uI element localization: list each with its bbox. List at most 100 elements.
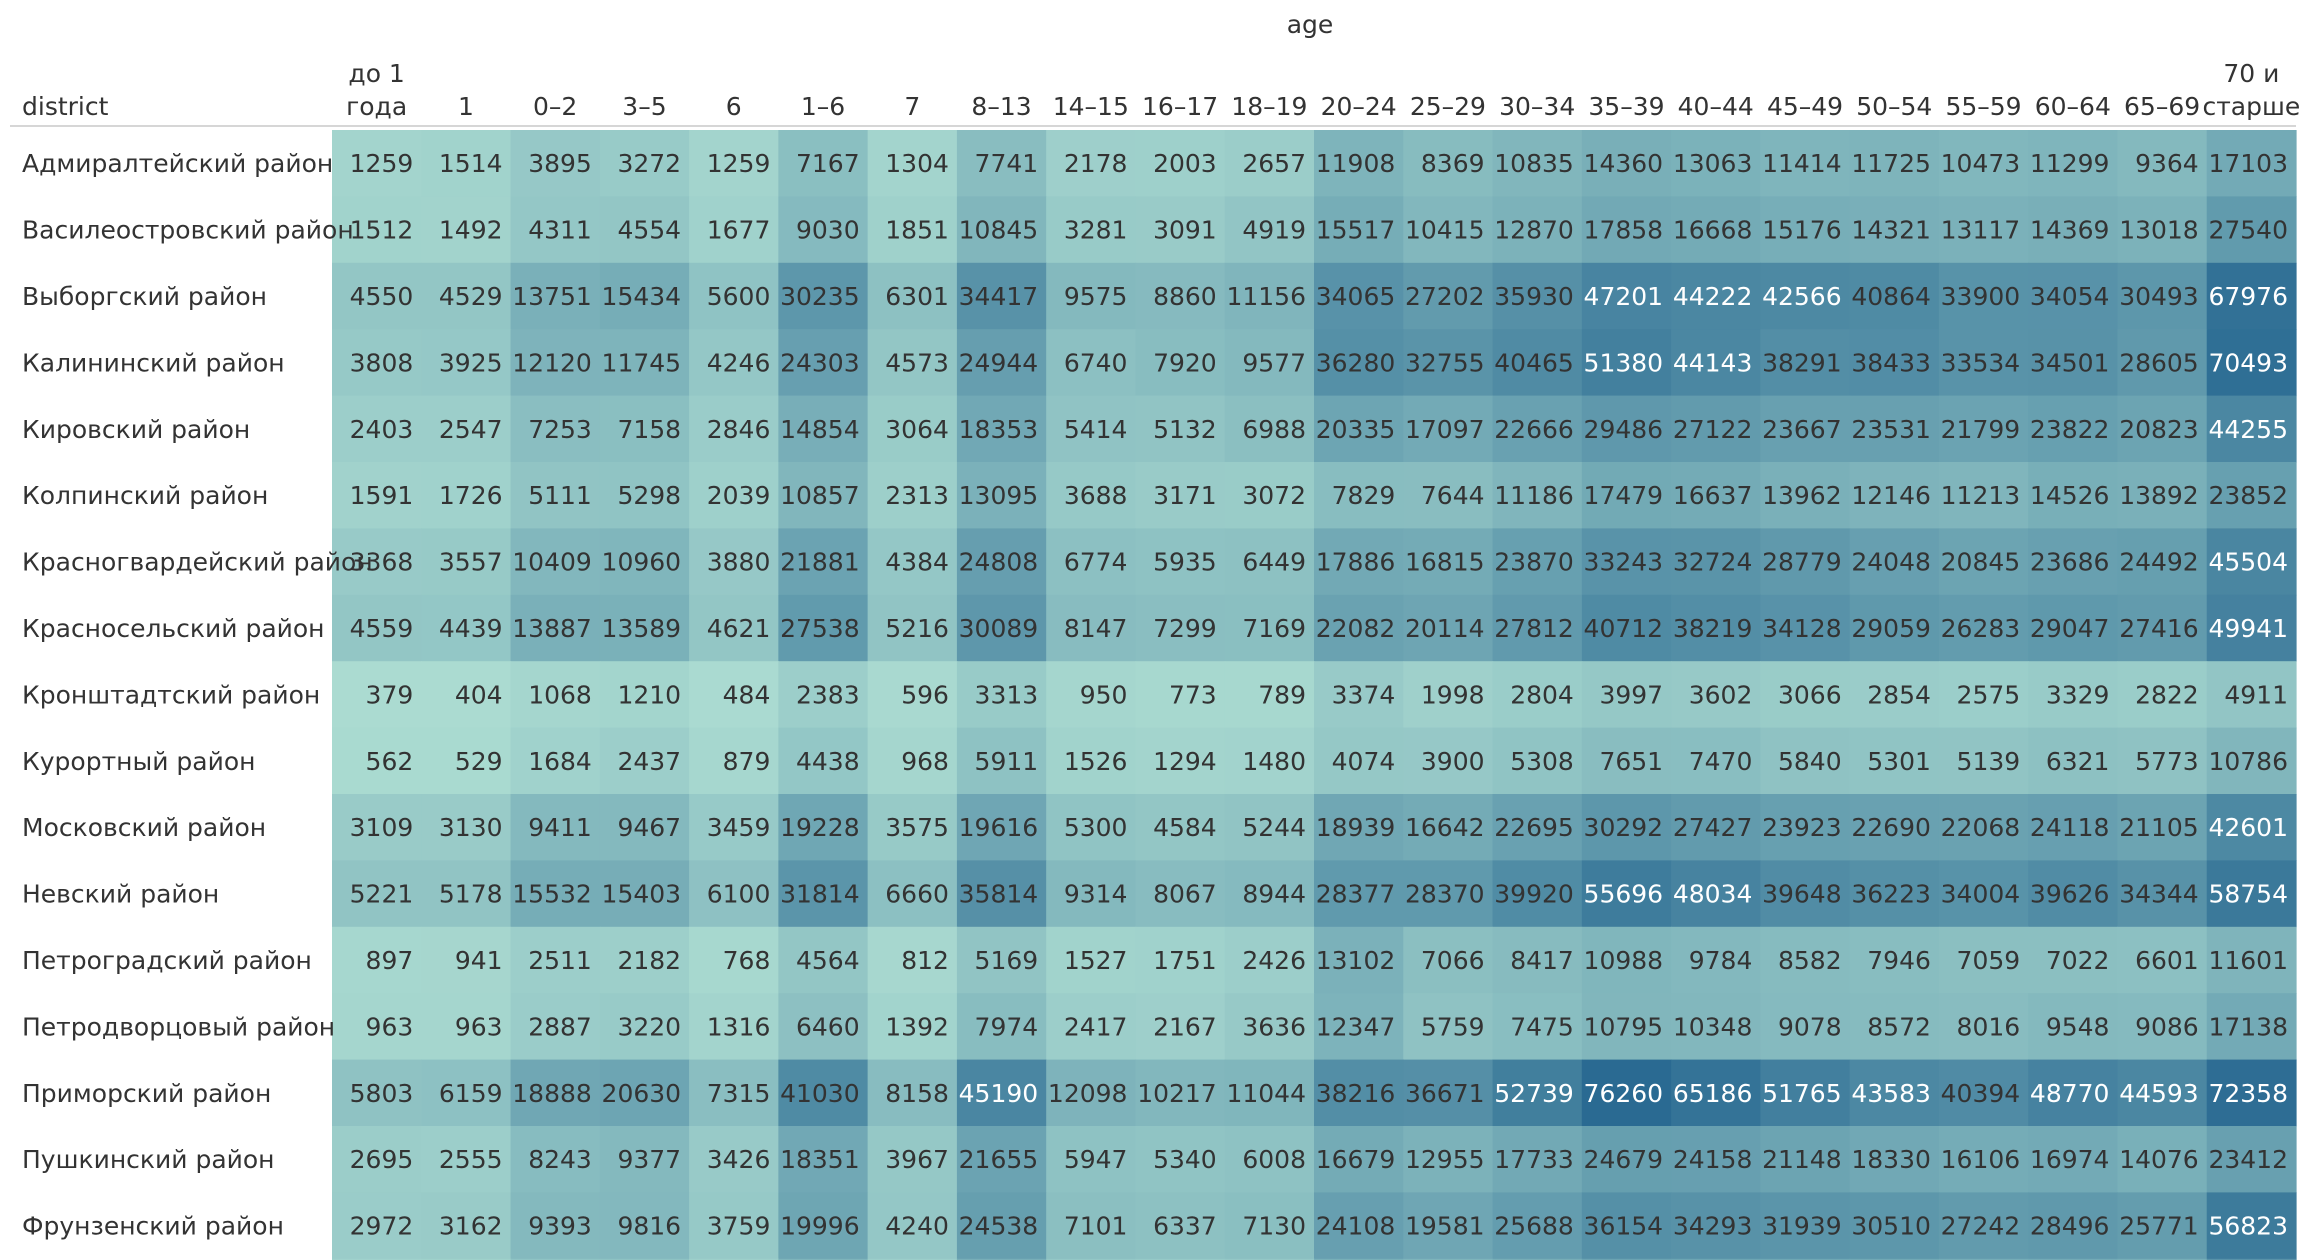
cell-value: 9030	[796, 216, 860, 245]
cell-value: 28779	[1762, 548, 1842, 577]
cell-value: 19616	[959, 813, 1039, 842]
heatmap-cell	[867, 196, 958, 264]
cell-value: 15532	[512, 880, 592, 909]
heatmap-cell	[867, 528, 958, 596]
heatmap-cell	[867, 130, 958, 197]
heatmap-cell	[1760, 1059, 1851, 1127]
heatmap-cell	[1938, 926, 2029, 994]
cell-value: 26283	[1941, 614, 2021, 643]
heatmap-cell	[2117, 462, 2208, 529]
cell-value: 3066	[1778, 680, 1842, 709]
column-label: 45–49	[1767, 92, 1843, 121]
cell-value: 6008	[1242, 1145, 1306, 1174]
heatmap-cell	[599, 993, 690, 1061]
heatmap-cell	[1938, 262, 2029, 330]
cell-value: 9577	[1242, 348, 1306, 377]
cell-value: 10845	[959, 216, 1039, 245]
heatmap-cell	[1403, 1059, 1494, 1127]
heatmap-cell	[421, 661, 512, 729]
heatmap-cell	[510, 196, 601, 264]
cell-value: 24808	[959, 548, 1039, 577]
heatmap-cell	[1314, 1192, 1404, 1260]
cell-value: 3759	[707, 1212, 771, 1241]
row-label: Петроградский район	[22, 946, 312, 975]
heatmap-cell	[1135, 860, 1226, 928]
heatmap-cell	[1492, 462, 1583, 529]
cell-value: 31939	[1762, 1212, 1842, 1241]
cell-value: 3171	[1153, 481, 1217, 510]
cell-value: 18353	[959, 415, 1039, 444]
cell-value: 20335	[1316, 415, 1396, 444]
cell-value: 39648	[1762, 880, 1842, 909]
cell-value: 24492	[2119, 548, 2199, 577]
heatmap-cell	[599, 594, 690, 662]
heatmap-cell	[1314, 661, 1404, 729]
heatmap-cell	[1403, 594, 1494, 662]
cell-value: 13751	[512, 282, 592, 311]
heatmap-cell	[2117, 594, 2208, 662]
cell-value: 16637	[1673, 481, 1753, 510]
cell-value: 15403	[602, 880, 682, 909]
heatmap-cell	[2206, 860, 2297, 928]
cell-value: 2804	[1510, 680, 1574, 709]
cell-value: 10857	[780, 481, 860, 510]
cell-value: 6774	[1064, 548, 1128, 577]
cell-value: 6988	[1242, 415, 1306, 444]
heatmap-cell	[1135, 926, 1226, 994]
heatmap-cell	[1046, 395, 1137, 463]
cell-value: 32755	[1405, 348, 1485, 377]
cell-value: 2178	[1064, 149, 1128, 178]
heatmap-cell	[2206, 1126, 2297, 1193]
cell-value: 20845	[1941, 548, 2021, 577]
cell-value: 8147	[1064, 614, 1128, 643]
cell-value: 14360	[1584, 149, 1664, 178]
cell-value: 484	[723, 680, 771, 709]
cell-value: 32724	[1673, 548, 1753, 577]
heatmap-cell	[1403, 329, 1494, 397]
heatmap-cell	[956, 395, 1047, 463]
cell-value: 6460	[796, 1012, 860, 1041]
cell-value: 10960	[602, 548, 682, 577]
cell-value: 5600	[707, 282, 771, 311]
cell-value: 812	[901, 946, 949, 975]
heatmap-cell	[1224, 1192, 1315, 1260]
heatmap-cell	[2206, 528, 2297, 596]
cell-value: 7741	[975, 149, 1039, 178]
cell-value: 12870	[1494, 216, 1574, 245]
cell-value: 15517	[1316, 216, 1396, 245]
cell-value: 15434	[602, 282, 682, 311]
cell-value: 34054	[2030, 282, 2110, 311]
cell-value: 11908	[1316, 149, 1396, 178]
cell-value: 9816	[617, 1212, 681, 1241]
cell-value: 8572	[1867, 1012, 1931, 1041]
cell-value: 35814	[959, 880, 1039, 909]
heatmap-cell	[1492, 1126, 1583, 1193]
heatmap-cell	[332, 329, 422, 397]
column-label: 8–13	[971, 92, 1031, 121]
cell-value: 18939	[1316, 813, 1396, 842]
heatmap-cell	[1046, 528, 1137, 596]
cell-value: 6449	[1242, 548, 1306, 577]
heatmap-cell	[1314, 1059, 1404, 1127]
cell-value: 34128	[1762, 614, 1842, 643]
heatmap-cell	[1671, 1192, 1761, 1260]
heatmap-cell	[1760, 262, 1851, 330]
cell-value: 3368	[350, 548, 414, 577]
cell-value: 6321	[2046, 747, 2110, 776]
cell-value: 3426	[707, 1145, 771, 1174]
cell-value: 10409	[512, 548, 592, 577]
heatmap-cell	[510, 594, 601, 662]
heatmap-cell	[332, 528, 422, 596]
heatmap-cell	[1760, 329, 1851, 397]
row-label: Фрунзенский район	[22, 1212, 284, 1241]
heatmap-cell	[689, 196, 779, 264]
heatmap-cell	[2028, 794, 2119, 861]
cell-value: 9314	[1064, 880, 1128, 909]
cell-value: 4240	[885, 1212, 949, 1241]
heatmap-cell	[421, 395, 512, 463]
cell-value: 1677	[707, 216, 771, 245]
heatmap-cell	[1581, 130, 1672, 197]
heatmap-cell	[1492, 860, 1583, 928]
cell-value: 1851	[885, 216, 949, 245]
heatmap-cell	[1581, 262, 1672, 330]
